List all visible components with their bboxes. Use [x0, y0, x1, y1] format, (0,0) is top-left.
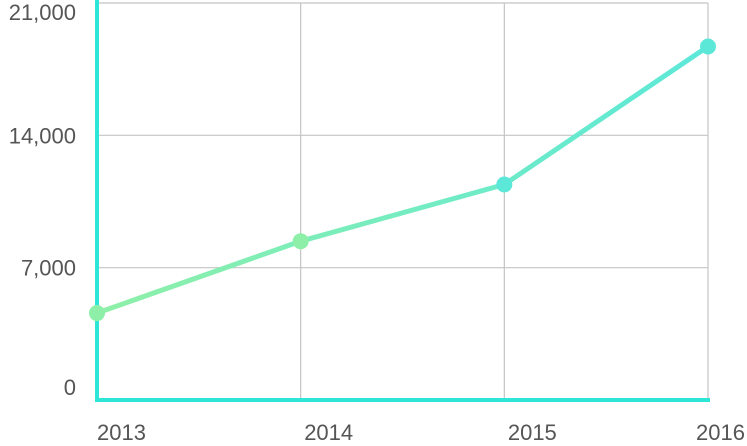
axes: [95, 0, 710, 402]
series-line-0: [94, 43, 711, 316]
data-point-2013[interactable]: [89, 305, 105, 322]
x-tick-label-3: 2016: [696, 420, 745, 441]
series-layer: [89, 38, 716, 322]
x-tick-label-2: 2015: [508, 420, 557, 441]
data-point-2014[interactable]: [292, 233, 309, 250]
grid: [97, 2, 709, 400]
x-tick-label-0: 2013: [97, 420, 146, 441]
x-tick-label-1: 2014: [304, 420, 353, 441]
y-tick-label-0: 0: [64, 375, 76, 400]
data-point-2016[interactable]: [700, 38, 716, 55]
y-tick-label-1: 7,000: [21, 256, 76, 281]
y-tick-label-3: 21,000: [9, 0, 76, 25]
data-point-2015[interactable]: [496, 176, 513, 193]
y-tick-label-2: 14,000: [9, 123, 76, 148]
